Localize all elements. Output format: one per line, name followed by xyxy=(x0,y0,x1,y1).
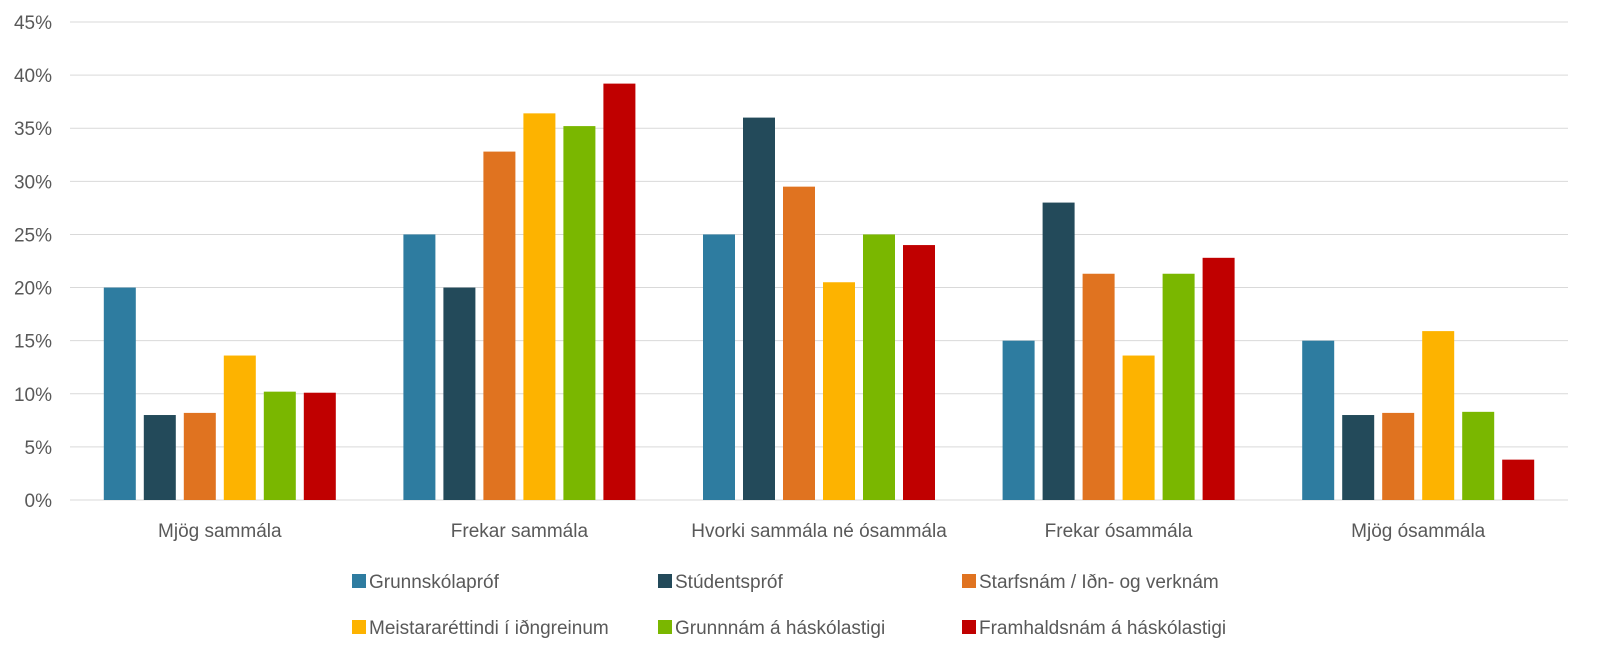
legend-item: Meistararéttindi í iðngreinum xyxy=(352,618,609,639)
legend-swatch xyxy=(658,574,672,588)
x-category-label: Mjög sammála xyxy=(158,521,282,542)
bar xyxy=(1382,412,1415,500)
legend-swatch xyxy=(658,620,672,634)
y-tick-label: 45% xyxy=(14,13,52,34)
bar xyxy=(1202,257,1235,500)
legend-label: Starfsnám / Iðn- og verknám xyxy=(979,572,1219,593)
bar xyxy=(1002,340,1035,500)
x-category-label: Hvorki sammála né ósammála xyxy=(691,521,947,542)
y-tick-label: 0% xyxy=(25,491,53,512)
bar xyxy=(1422,331,1455,500)
bar xyxy=(263,391,296,500)
bar xyxy=(1302,340,1335,500)
bar xyxy=(483,151,516,500)
y-tick-label: 5% xyxy=(25,438,53,459)
x-category-label: Mjög ósammála xyxy=(1351,521,1486,542)
y-tick-label: 25% xyxy=(14,225,52,246)
legend-item: Grunnnám á háskólastigi xyxy=(658,618,885,639)
bar xyxy=(1162,273,1195,500)
legend-item: Starfsnám / Iðn- og verknám xyxy=(962,572,1219,593)
y-axis-ticks: 0% 5% 10% 15% 20% 25% 30% 35% 40% 45% xyxy=(14,13,52,512)
y-tick-label: 40% xyxy=(14,66,52,87)
bar xyxy=(1042,202,1075,501)
bar xyxy=(183,412,216,500)
bar xyxy=(1502,459,1535,500)
legend-swatch xyxy=(352,574,366,588)
legend-label: Grunnnám á háskólastigi xyxy=(675,618,885,639)
bar xyxy=(903,245,935,500)
bar xyxy=(783,186,815,500)
legend-label: Framhaldsnám á háskólastigi xyxy=(979,618,1226,639)
bar xyxy=(1462,411,1495,500)
bar xyxy=(103,287,136,500)
legend-label: Grunnskólapróf xyxy=(369,572,500,593)
y-tick-label: 30% xyxy=(14,172,52,193)
bar xyxy=(523,113,556,501)
y-tick-label: 35% xyxy=(14,119,52,140)
x-category-label: Frekar sammála xyxy=(451,521,589,542)
y-tick-label: 10% xyxy=(14,385,52,406)
legend-swatch xyxy=(352,620,366,634)
legend-swatch xyxy=(962,620,976,634)
bar xyxy=(1082,273,1115,500)
category-labels: Mjög sammála Frekar sammála Hvorki sammála… xyxy=(158,521,1486,542)
legend-label: Stúdentspróf xyxy=(675,572,783,593)
legend-swatch xyxy=(962,574,976,588)
bar xyxy=(863,234,895,500)
bar xyxy=(823,282,855,500)
bar xyxy=(303,392,336,500)
y-tick-label: 20% xyxy=(14,279,52,300)
bars xyxy=(103,83,1535,501)
legend-label: Meistararéttindi í iðngreinum xyxy=(369,618,609,639)
x-category-label: Frekar ósammála xyxy=(1045,521,1193,542)
legend-item: Grunnskólapróf xyxy=(352,572,500,593)
bar xyxy=(443,287,476,500)
y-tick-label: 15% xyxy=(14,332,52,353)
bar xyxy=(223,355,256,500)
bar xyxy=(403,234,436,500)
legend-item: Stúdentspróf xyxy=(658,572,783,593)
legend-item: Framhaldsnám á háskólastigi xyxy=(962,618,1226,639)
bar xyxy=(703,234,735,500)
bar xyxy=(1122,355,1155,500)
bar xyxy=(143,415,176,500)
bar xyxy=(1342,415,1375,500)
bar xyxy=(603,83,636,500)
bar xyxy=(743,117,775,500)
legend: Grunnskólapróf Stúdentspróf Starfsnám / Ið… xyxy=(352,572,1226,639)
bar xyxy=(563,126,596,500)
